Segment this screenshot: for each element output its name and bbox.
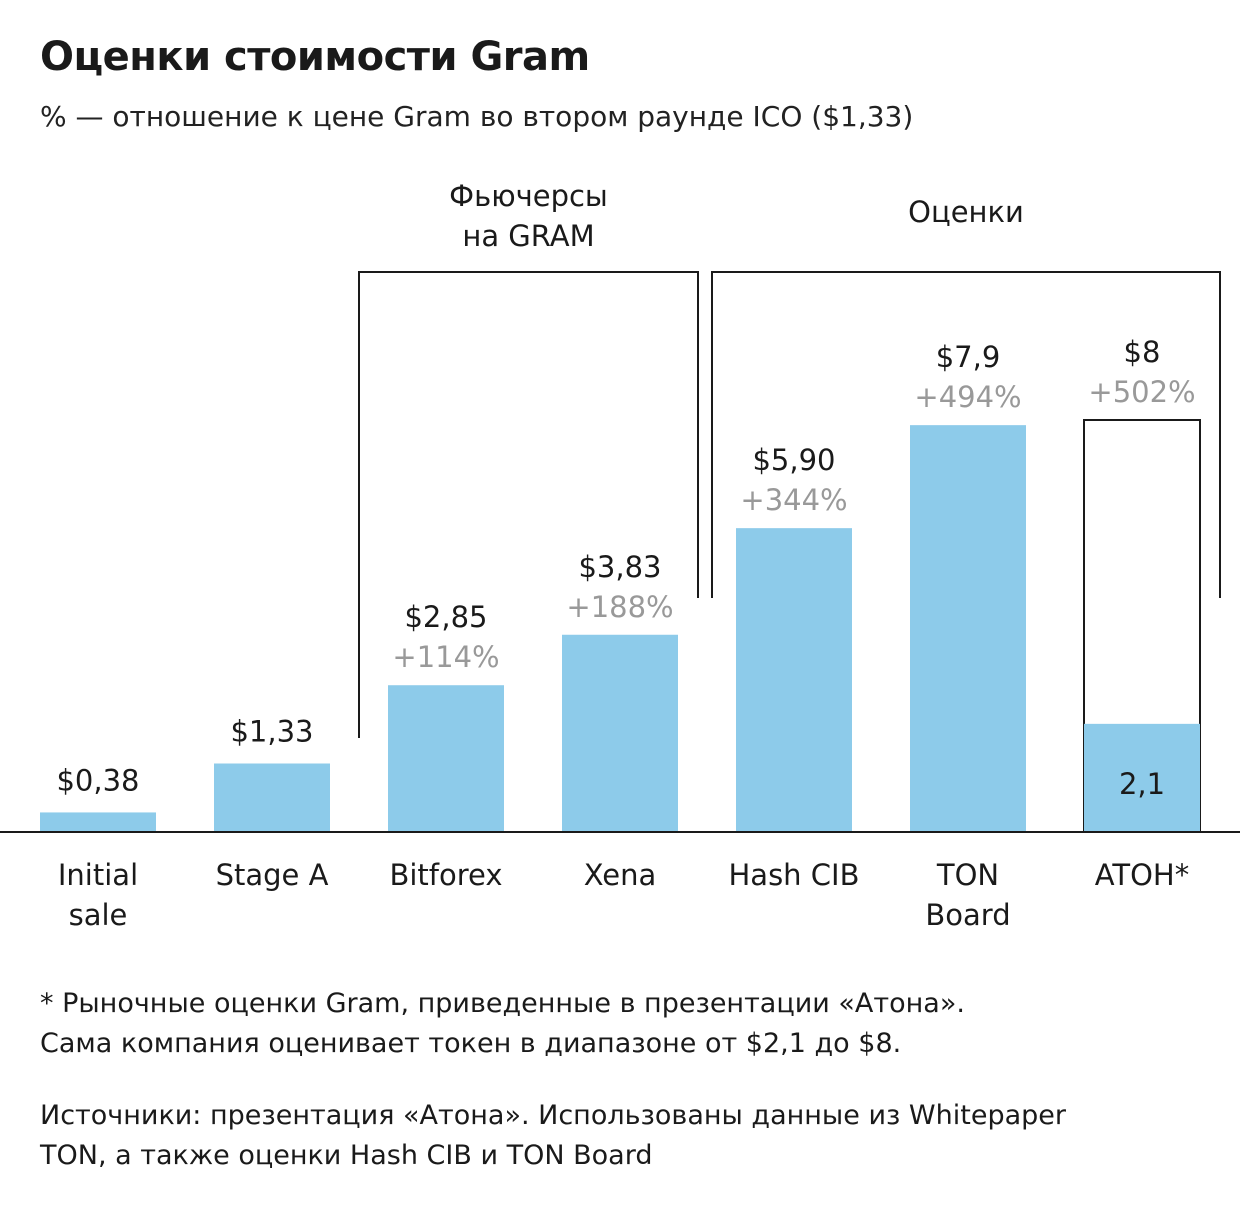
range-outline: [1083, 419, 1201, 832]
bar-0: [40, 812, 156, 832]
pct-label: +188%: [566, 590, 673, 624]
inner-label: 2,1: [1119, 767, 1165, 801]
bar-3: [562, 634, 678, 832]
category-label: Hash CIB: [729, 858, 860, 892]
chart-title: Оценки стоимости Gram: [40, 34, 590, 80]
bar-6: [1084, 723, 1200, 832]
value-label: $0,38: [56, 763, 139, 797]
value-label: $3,83: [578, 550, 661, 584]
group-label: на GRAM: [462, 219, 594, 253]
footnote-line-2: Сама компания оценивает токен в диапазон…: [40, 1028, 902, 1059]
value-label: $7,9: [936, 340, 1001, 374]
category-label: Xena: [584, 858, 657, 892]
bar-2: [388, 685, 504, 832]
category-label: Board: [925, 898, 1010, 932]
category-label: ATOH*: [1095, 858, 1189, 892]
category-label: TON: [936, 858, 999, 892]
footnote-line-1: * Рыночные оценки Gram, приведенные в пр…: [40, 988, 965, 1019]
bar-chart: $0,38 Initial sale $1,33 Stage A $2,85 +114% Bi…: [0, 179, 1240, 932]
chart-subtitle: % — отношение к цене Gram во втором раун…: [40, 100, 914, 133]
category-label: Initial: [58, 858, 138, 892]
group-label: Фьючерсы: [449, 179, 608, 213]
pct-label: +344%: [740, 483, 847, 517]
category-label: Bitforex: [389, 858, 502, 892]
sources-line-1: Источники: презентация «Атона». Использо…: [40, 1100, 1066, 1131]
bar-5: [910, 425, 1026, 832]
bar-4: [736, 528, 852, 832]
group-bracket: [711, 271, 1221, 598]
value-label: $8: [1124, 335, 1161, 369]
category-label: Stage A: [216, 858, 329, 892]
value-label: $5,90: [752, 443, 835, 477]
pct-label: +502%: [1088, 375, 1195, 409]
pct-label: +494%: [914, 380, 1021, 414]
group-bracket: [358, 271, 699, 738]
sources-line-2: TON, а также оценки Hash CIB и TON Board: [40, 1140, 653, 1171]
pct-label: +114%: [392, 640, 499, 674]
value-label: $2,85: [404, 600, 487, 634]
value-label: $1,33: [230, 715, 313, 749]
bar-1: [214, 763, 330, 832]
category-label: sale: [69, 898, 128, 932]
group-label: Оценки: [908, 195, 1024, 229]
